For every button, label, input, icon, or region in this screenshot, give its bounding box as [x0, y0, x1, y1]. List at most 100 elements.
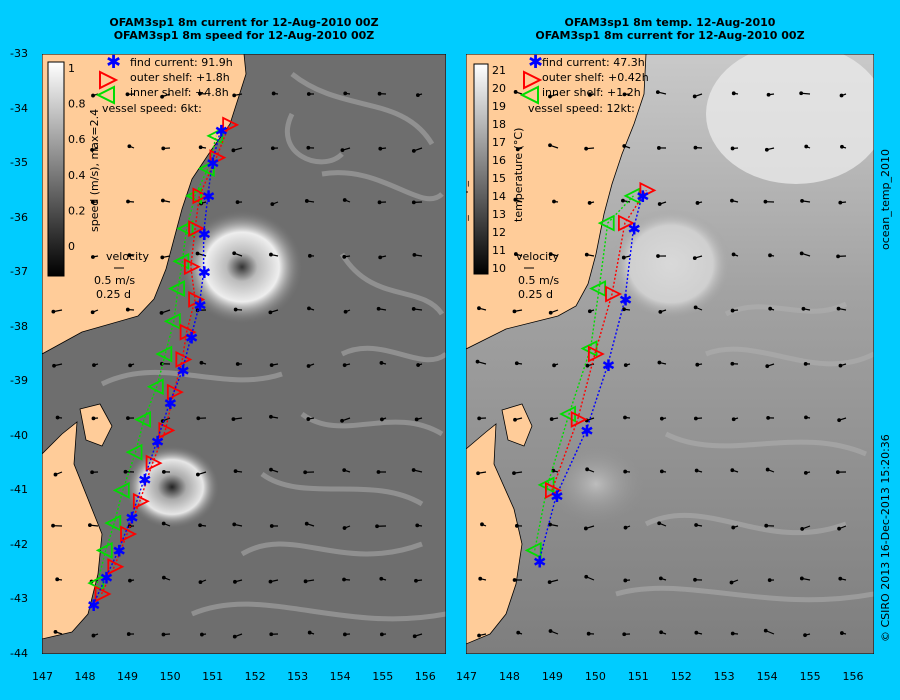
find-current-marker: ✱: [202, 187, 215, 206]
left-legend-vessel-speed: vessel speed: 6kt:: [102, 102, 202, 115]
right-legend: ✱ find current: 47.3h outer shelf: +0.42…: [519, 54, 649, 115]
find-current-marker: ✱: [193, 296, 206, 315]
y-tick-label: -40: [10, 428, 28, 442]
y-tick-label: -34: [10, 101, 28, 115]
outer-shelf-track: [551, 189, 647, 491]
outer-shelf-marker: [158, 421, 176, 439]
current-arrow-head: [587, 201, 592, 205]
outer-shelf-marker: [94, 585, 112, 603]
current-arrow-head: [125, 92, 130, 97]
current-arrow-head: [552, 199, 556, 204]
colorbar-tick: 11: [492, 244, 506, 257]
current-arrow-head: [379, 361, 384, 365]
colorbar-tick: 16: [492, 154, 506, 167]
current-arrow-head: [622, 632, 627, 637]
current-arrow-head: [585, 467, 590, 472]
colorbar-tick: 12: [492, 226, 506, 239]
inner-shelf-marker: [176, 220, 194, 238]
current-arrow-head: [622, 92, 627, 97]
colorbar-tick: 0: [68, 240, 75, 253]
current-arrow-head: [195, 251, 200, 256]
current-arrow-head: [730, 198, 734, 203]
current-arrow-head: [694, 468, 699, 473]
current-arrow-head: [799, 251, 804, 256]
right-legend-find-current: find current: 47.3h: [542, 56, 645, 69]
current-arrow-head: [799, 91, 804, 96]
find-current-marker: ✱: [164, 394, 177, 413]
x-tick-label: 150: [584, 670, 606, 683]
current-arrow-head: [196, 416, 201, 421]
current-arrow-head: [269, 363, 274, 368]
outer-shelf-marker: [222, 116, 240, 134]
left-legend-inner-shelf-icon: [95, 85, 115, 105]
outer-shelf-marker: [639, 181, 657, 199]
left-current-arrows: [51, 91, 423, 639]
outer-shelf-marker: [192, 187, 210, 205]
y-tick-label: -43: [10, 592, 28, 605]
current-arrow-head: [379, 632, 384, 637]
inner-shelf-marker: [163, 312, 181, 330]
left-title-line1: OFAM3sp1 8m current for 12-Aug-2010 00Z: [109, 16, 379, 29]
find-current-track: [538, 195, 643, 562]
current-arrow-head: [512, 578, 517, 582]
current-arrow-head: [623, 578, 628, 583]
current-arrow-head: [548, 522, 552, 527]
current-arrow-head: [766, 92, 771, 97]
current-arrow-head: [376, 470, 381, 474]
current-arrow-head: [415, 523, 420, 528]
colorbar-tick: 13: [492, 208, 506, 221]
current-arrow-head: [764, 147, 769, 152]
right-land-island: [501, 403, 533, 447]
current-arrow-head: [623, 363, 628, 368]
right-title: OFAM3sp1 8m temp. 12-Aug-2010 OFAM3sp1 8…: [466, 16, 874, 42]
current-arrow-head: [731, 525, 736, 530]
current-arrow-head: [342, 577, 346, 582]
inner-shelf-marker: [112, 481, 130, 499]
y-tick-label: -44: [10, 646, 28, 660]
find-current-marker: ✱: [619, 290, 632, 309]
outer-shelf-marker: [544, 481, 562, 499]
right-tracks: ✱ ✱ ✱ ✱ ✱ ✱ ✱: [524, 181, 657, 571]
current-arrow-head: [159, 310, 164, 315]
right-legend-outer-shelf: outer shelf: +0.42h: [542, 71, 649, 84]
current-arrow-head: [91, 416, 96, 421]
current-arrow-head: [378, 255, 383, 260]
outer-shelf-marker: [188, 220, 206, 238]
left-map: ✱✱✱✱✱✱✱✱✱✱✱✱✱✱✱ 10.80.60.40.20 speed (m/…: [42, 54, 446, 654]
x-tick-label: 151: [202, 670, 224, 683]
inner-shelf-track: [96, 135, 218, 584]
current-arrow-head: [269, 252, 273, 257]
current-arrow-head: [414, 578, 418, 583]
current-arrow-head: [477, 633, 481, 638]
inner-shelf-marker: [206, 127, 224, 145]
current-arrow-head: [270, 202, 275, 207]
current-arrow-head: [52, 363, 56, 368]
x-tick-label: 147: [32, 670, 53, 683]
y-tick-label: -41: [10, 483, 28, 496]
current-arrow-head: [659, 416, 664, 421]
current-arrow-head: [656, 254, 660, 258]
left-land-mainland: [42, 54, 247, 355]
current-arrow-head: [803, 633, 807, 638]
current-arrow-head: [766, 415, 771, 420]
current-arrow-head: [271, 91, 276, 96]
current-arrow-head: [514, 361, 519, 366]
current-arrow-head: [91, 633, 96, 638]
current-arrow-head: [88, 523, 92, 528]
inner-shelf-marker: [597, 214, 615, 232]
inner-shelf-marker: [197, 160, 215, 178]
find-current-marker: ✱: [198, 263, 211, 282]
current-arrow-head: [513, 90, 518, 94]
current-arrow-head: [198, 523, 202, 528]
left-legend-inner-shelf: inner shelf: +4.8h: [130, 86, 229, 99]
outer-shelf-marker: [132, 492, 150, 510]
left-velocity-scale: 0.5 m/s: [94, 274, 135, 287]
current-arrow-head: [835, 470, 840, 475]
y-tick-label: -39: [10, 374, 28, 387]
x-tick-label: 152: [244, 670, 266, 683]
current-arrow-head: [342, 526, 347, 530]
current-arrow-head: [548, 629, 553, 633]
x-tick-label: 154: [329, 670, 351, 683]
current-arrow-head: [763, 199, 768, 204]
right-side-label: ocean_temp_2010: [879, 148, 892, 250]
